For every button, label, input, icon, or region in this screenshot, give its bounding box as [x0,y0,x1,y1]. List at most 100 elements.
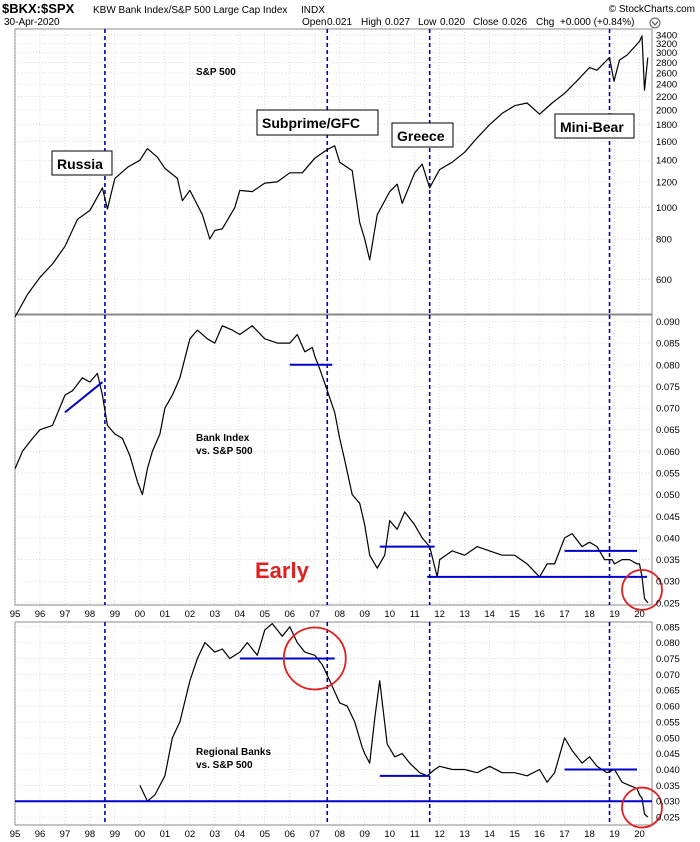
x-tick-label: 95 [10,609,21,620]
x-tick-label: 10 [384,829,395,840]
open-label: Open [302,17,326,28]
x-tick-label: 97 [60,829,71,840]
high-value: 0.027 [385,17,410,28]
chart-symbol: $BKX:$SPX [2,1,75,16]
x-tick-label: 20 [634,609,645,620]
x-tick-label: 09 [359,829,370,840]
y-tick-label: 0.040 [656,765,680,776]
x-tick-label: 19 [609,609,620,620]
x-tick-label: 18 [584,829,595,840]
y-tick-label: 0.050 [656,490,680,501]
highlight-circle [621,568,663,611]
x-tick-label: 15 [509,829,520,840]
annotation-russia: Russia [51,150,113,176]
x-tick-label: 15 [509,609,520,620]
y-tick-label: 600 [656,275,672,286]
y-tick-label: 1200 [656,177,677,188]
x-tick-label: 12 [434,609,445,620]
y-tick-label: 2800 [656,58,677,69]
y-tick-label: 0.075 [656,654,680,665]
chart-name: KBW Bank Index/S&P 500 Large Cap Index [93,5,287,16]
close-value: 0.026 [502,17,527,28]
x-tick-label: 02 [185,829,196,840]
x-tick-label: 00 [135,609,146,620]
y-tick-label: 0.045 [656,749,680,760]
x-tick-label: 07 [309,609,320,620]
y-tick-label: 2400 [656,80,677,91]
x-tick-label: 00 [135,829,146,840]
x-tick-label: 05 [260,609,271,620]
x-tick-label: 04 [235,829,246,840]
x-tick-label: 05 [260,829,271,840]
y-tick-label: 0.035 [656,555,680,566]
x-tick-label: 11 [410,609,420,620]
close-label: Close [473,17,499,28]
chg-label: Chg [536,17,554,28]
x-tick-label: 13 [459,609,470,620]
y-tick-label: 0.075 [656,382,680,393]
x-tick-label: 04 [235,609,246,620]
chart-options-icon[interactable] [649,17,661,29]
chart-exchange: INDX [301,5,325,16]
y-tick-label: 2600 [656,68,677,79]
x-tick-label: 98 [85,609,96,620]
y-tick-label: 2200 [656,92,677,103]
x-tick-label: 14 [484,609,495,620]
series-line [139,623,649,818]
highlight-circle [282,626,347,691]
series-line [14,35,649,318]
x-tick-label: 13 [459,829,470,840]
x-tick-label: 17 [559,829,570,840]
low-label: Low [418,17,437,28]
annotation-greece: Greece [391,122,454,148]
x-tick-label: 02 [185,609,196,620]
stockcharts-watermark: © StockCharts.com [609,4,695,15]
highlight-circle [621,786,663,829]
x-tick-label: 10 [384,609,395,620]
x-tick-label: 16 [534,609,545,620]
y-tick-label: 3200 [656,39,677,50]
y-tick-label: 0.055 [656,468,680,479]
y-tick-label: 0.070 [656,404,680,415]
y-tick-label: 0.040 [656,533,680,544]
high-label: High [361,17,382,28]
x-tick-label: 11 [410,829,420,840]
y-tick-label: 0.030 [656,797,680,808]
x-tick-label: 18 [584,609,595,620]
x-tick-label: 99 [110,829,121,840]
x-tick-label: 99 [110,609,121,620]
bank-panel-title: Bank Index vs. S&P 500 [196,433,253,457]
panel-regional-frame [14,621,653,826]
regional-panel-title: Regional Banks vs. S&P 500 [196,747,271,771]
x-tick-label: 96 [35,829,46,840]
y-tick-label: 0.070 [656,670,680,681]
annotation-russia-label: Russia [57,156,103,172]
x-tick-label: 97 [60,609,71,620]
x-tick-label: 08 [334,609,345,620]
y-tick-label: 0.030 [656,577,680,588]
x-tick-label: 03 [210,829,221,840]
panel-price-frame [14,28,653,315]
price-panel-title: S&P 500 [196,67,236,78]
y-tick-label: 0.065 [656,686,680,697]
y-tick-label: 0.060 [656,702,680,713]
x-tick-label: 01 [160,609,171,620]
x-tick-label: 96 [35,609,46,620]
chg-value: +0.000 (+0.84%) [560,17,635,28]
x-tick-label: 03 [210,609,221,620]
annotation-subprime: Subprime/GFC [256,109,379,136]
y-tick-label: 0.065 [656,425,680,436]
series-line [14,325,649,604]
x-tick-label: 95 [10,829,21,840]
y-tick-label: 0.060 [656,447,680,458]
annotation-minibear-label: Mini-Bear [560,119,624,135]
annotation-subprime-label: Subprime/GFC [262,115,360,131]
x-tick-label: 98 [85,829,96,840]
x-tick-label: 20 [634,829,645,840]
x-tick-label: 12 [434,829,445,840]
y-tick-label: 0.085 [656,622,680,633]
low-value: 0.020 [440,17,465,28]
y-tick-label: 3000 [656,48,677,59]
x-tick-label: 14 [484,829,495,840]
x-tick-label: 16 [534,829,545,840]
